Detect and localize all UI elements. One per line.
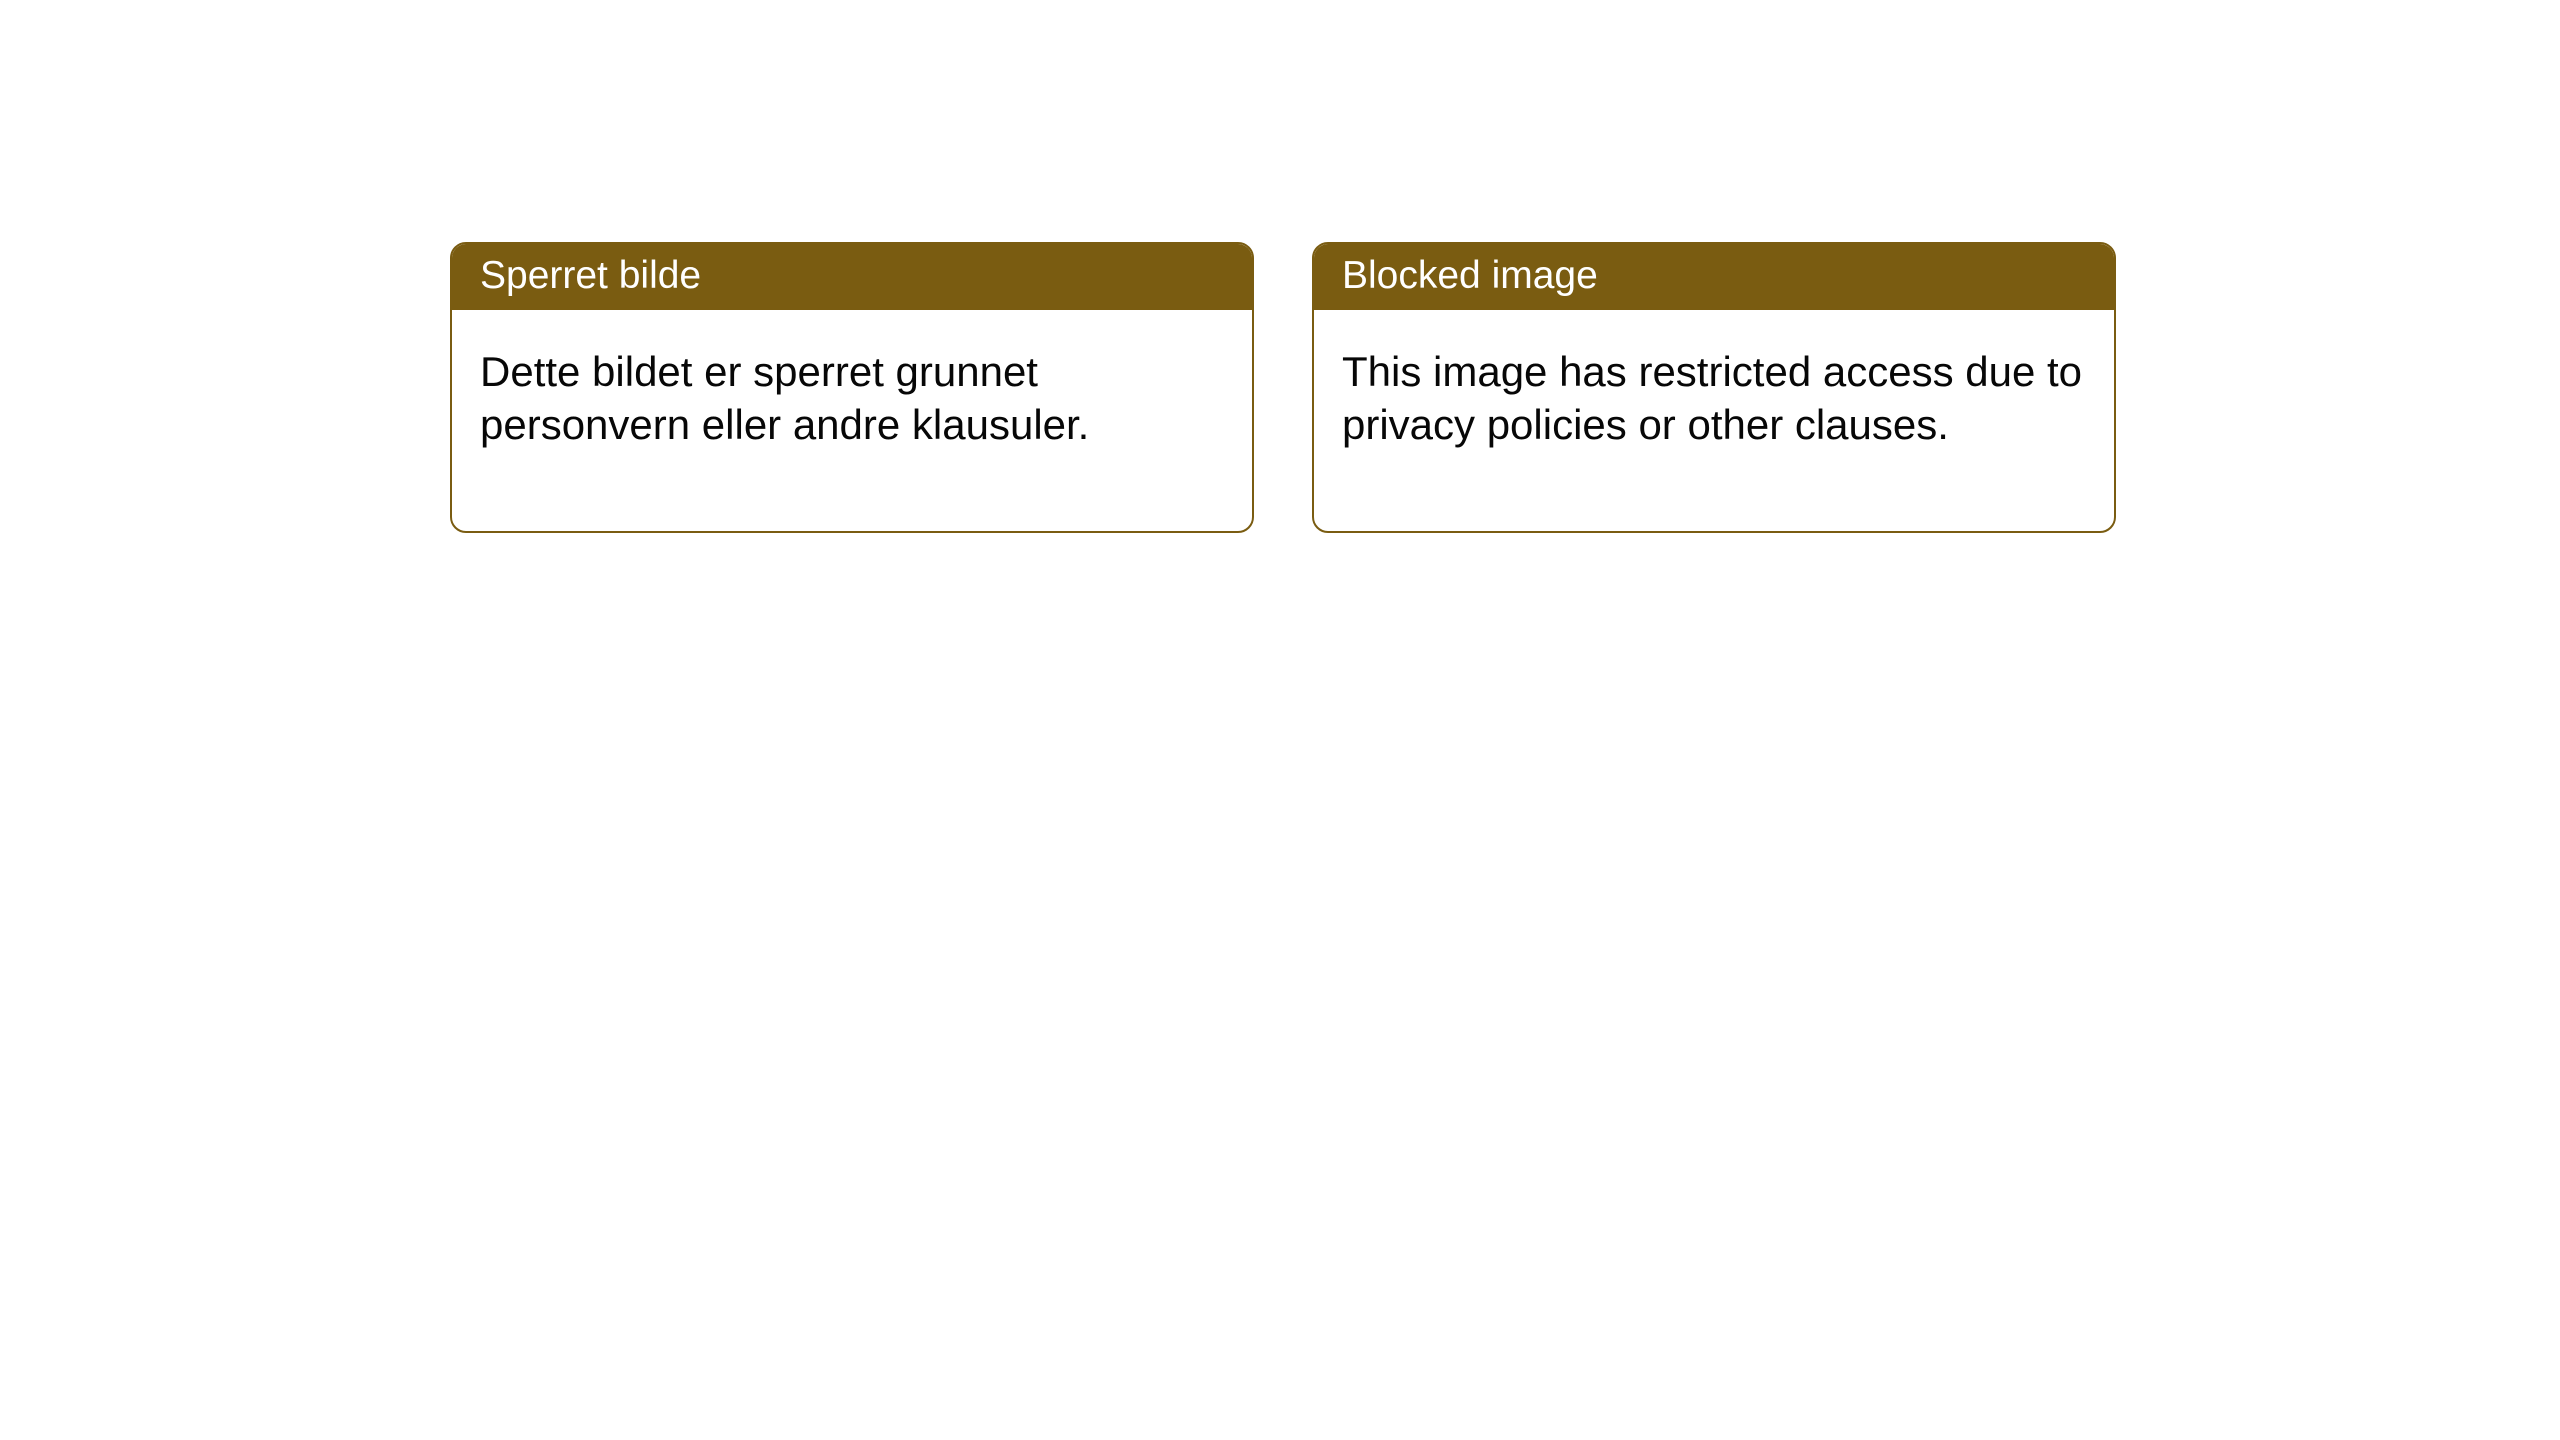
notice-body: Dette bildet er sperret grunnet personve… [452, 310, 1252, 531]
notice-body: This image has restricted access due to … [1314, 310, 2114, 531]
notice-card-english: Blocked image This image has restricted … [1312, 242, 2116, 533]
notice-card-norwegian: Sperret bilde Dette bildet er sperret gr… [450, 242, 1254, 533]
notice-header: Blocked image [1314, 244, 2114, 310]
notice-header: Sperret bilde [452, 244, 1252, 310]
notice-cards-container: Sperret bilde Dette bildet er sperret gr… [450, 242, 2560, 533]
